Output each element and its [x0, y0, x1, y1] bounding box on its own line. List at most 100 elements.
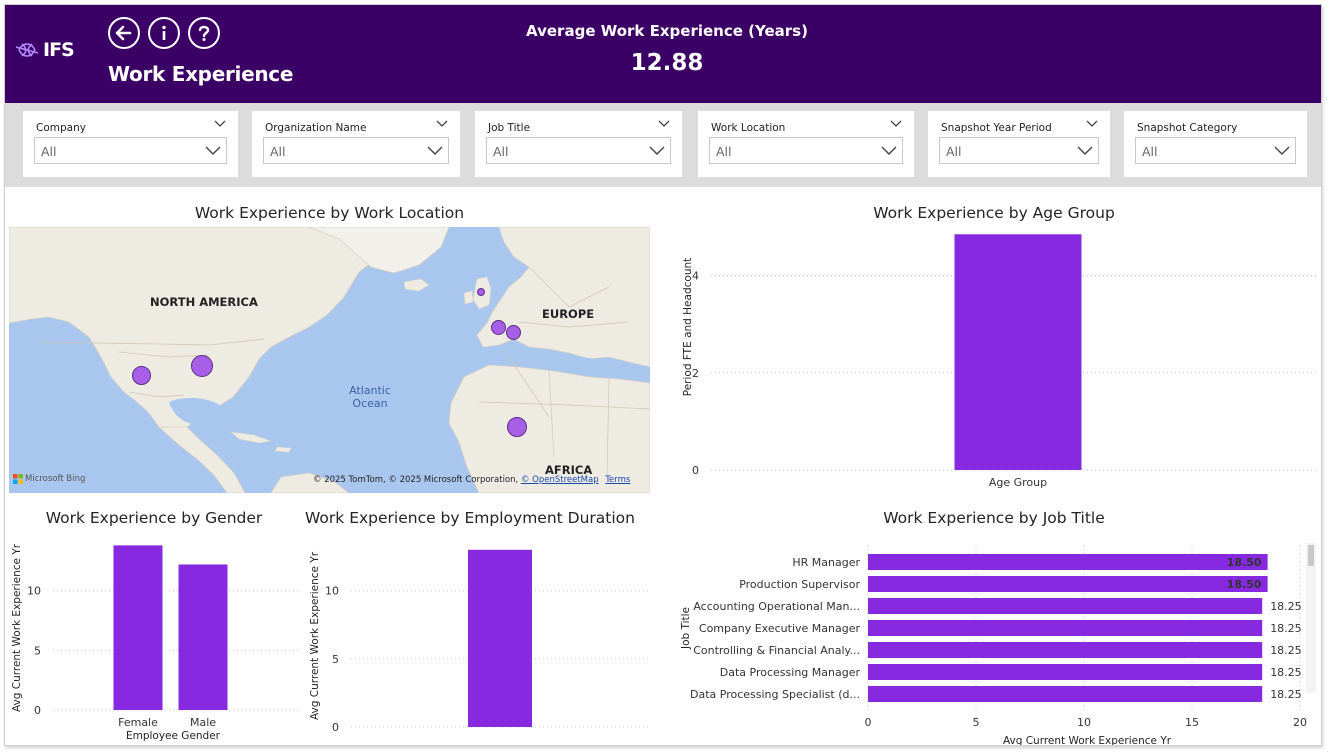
y-tick-label: Company Executive Manager: [699, 622, 861, 635]
help-button[interactable]: [188, 17, 220, 49]
ifs-logo-mark-icon: [15, 43, 39, 57]
bar: [868, 664, 1263, 680]
slicer-value: All: [493, 144, 509, 159]
y-tick-label: 0: [34, 704, 41, 717]
map-bubble-central-us[interactable]: [191, 355, 213, 377]
info-icon: [162, 25, 166, 40]
company-slicer[interactable]: Company All: [23, 111, 238, 177]
snapshot-category-slicer[interactable]: Snapshot Category All: [1124, 111, 1307, 177]
data-label: 18.50: [1227, 556, 1262, 569]
y-tick-label: 5: [332, 653, 339, 666]
chevron-down-icon: [649, 146, 665, 155]
chevron-down-icon[interactable]: [658, 119, 670, 129]
y-tick-label: 10: [325, 585, 339, 598]
y-tick-label: 5: [34, 644, 41, 657]
x-axis-title: Employee Gender: [126, 730, 221, 742]
data-label: 4.85: [1006, 227, 1031, 228]
caribbean-islands: [230, 431, 292, 453]
job-title-chart-title: Work Experience by Job Title: [883, 509, 1105, 527]
europe-label: EUROPE: [542, 307, 595, 321]
snapshot-year-period-dropdown[interactable]: All: [939, 137, 1099, 164]
slicer-value: All: [1142, 144, 1158, 159]
chevron-down-icon[interactable]: [214, 119, 226, 129]
chevron-down-icon: [1077, 146, 1093, 155]
bing-watermark: Microsoft Bing: [13, 474, 85, 484]
y-tick-label: Production Supervisor: [739, 578, 860, 591]
organization-name-slicer[interactable]: Organization Name All: [252, 111, 460, 177]
x-tick-label: Age Group: [989, 476, 1047, 489]
map-bubble-germany[interactable]: [506, 325, 521, 340]
data-label: 18.25: [1270, 600, 1302, 613]
employment-duration-chart[interactable]: 0510Age GroupAvg Current Work Experience…: [303, 533, 649, 746]
age-group-chart-title: Work Experience by Age Group: [873, 204, 1115, 222]
chevron-down-icon[interactable]: [436, 119, 448, 129]
openstreetmap-link[interactable]: © OpenStreetMap: [520, 475, 599, 485]
y-tick-label: Controlling & Financial Analy...: [693, 644, 860, 657]
slicer-label: Work Location: [711, 122, 786, 134]
terms-link[interactable]: Terms: [605, 475, 631, 485]
chevron-down-icon[interactable]: [890, 119, 902, 129]
bing-text: Microsoft Bing: [25, 474, 86, 484]
age-group-chart[interactable]: 0 2 4 4.85 Age Group Period FTE and Headcount: [669, 227, 1319, 495]
map-bubble-africa[interactable]: [507, 417, 527, 437]
work-location-slicer[interactable]: Work Location All: [698, 111, 914, 177]
chevron-down-icon: [881, 146, 897, 155]
bar: [868, 686, 1263, 702]
iceland-landmass: [403, 278, 430, 292]
chevron-down-icon: [205, 146, 221, 155]
chevron-down-icon: [1274, 146, 1290, 155]
info-button[interactable]: [148, 17, 180, 49]
x-tick-label: 0: [865, 716, 872, 729]
organization-name-dropdown[interactable]: All: [263, 137, 449, 164]
data-label: 18.25: [1270, 666, 1302, 679]
y-axis-title: Avg Current Work Experience Yr: [11, 543, 23, 712]
page-title: Work Experience: [108, 62, 294, 86]
snapshot-category-dropdown[interactable]: All: [1135, 137, 1296, 164]
map-bubble-paris[interactable]: [491, 320, 506, 335]
scrollbar-thumb[interactable]: [1308, 545, 1314, 566]
job-title-dropdown[interactable]: All: [486, 137, 671, 164]
greenland-landmass: [308, 227, 450, 274]
map-bubble-los-angeles[interactable]: [132, 366, 151, 385]
bar: [113, 545, 163, 710]
work-location-dropdown[interactable]: All: [709, 137, 903, 164]
bar: [868, 620, 1263, 636]
arrow-left-icon: [115, 25, 132, 41]
work-location-map[interactable]: NORTH AMERICA EUROPE AFRICA Atlantic Oce…: [9, 227, 650, 493]
job-title-slicer[interactable]: Job Title All: [475, 111, 682, 177]
central-america-landmass: [157, 426, 246, 493]
x-tick-label: Female: [118, 716, 158, 729]
map-bubble-uk[interactable]: [477, 288, 485, 296]
y-tick-label: Data Processing Manager: [720, 666, 861, 679]
africa-label: AFRICA: [545, 463, 593, 477]
y-tick-label: 0: [332, 721, 339, 734]
ifs-logo: IFS: [13, 35, 75, 65]
job-title-chart[interactable]: 0 5 10 15 20 HR Manager 18.50 Production Superv…: [669, 533, 1319, 746]
company-dropdown[interactable]: All: [34, 137, 227, 164]
slicer-value: All: [716, 144, 732, 159]
bar: [178, 564, 228, 710]
x-tick-label: 5: [973, 716, 980, 729]
mediterranean-sea: [487, 349, 650, 377]
y-axis-title: Avg Current Work Experience Yr: [309, 551, 321, 720]
snapshot-year-period-slicer[interactable]: Snapshot Year Period All: [928, 111, 1110, 177]
back-button[interactable]: [108, 17, 140, 49]
y-axis-title: Period FTE and Headcount: [682, 258, 694, 397]
bar: [868, 576, 1268, 592]
data-label: 18.25: [1270, 688, 1302, 701]
bar: [868, 554, 1268, 570]
y-tick-label: 0: [692, 464, 699, 477]
chevron-down-icon[interactable]: [1086, 119, 1098, 129]
bar: [868, 598, 1263, 614]
scrollbar-track[interactable]: [1306, 543, 1316, 693]
y-tick-label: 2: [692, 367, 699, 380]
atlantic-ocean-label: Atlantic Ocean: [339, 384, 401, 410]
slicer-value: All: [270, 144, 286, 159]
gulf-of-mexico: [169, 397, 226, 426]
slicer-label: Snapshot Category: [1137, 122, 1238, 134]
south-america-landmass: [270, 472, 350, 493]
ireland-landmass: [463, 290, 474, 305]
slicer-label: Snapshot Year Period: [941, 122, 1052, 134]
